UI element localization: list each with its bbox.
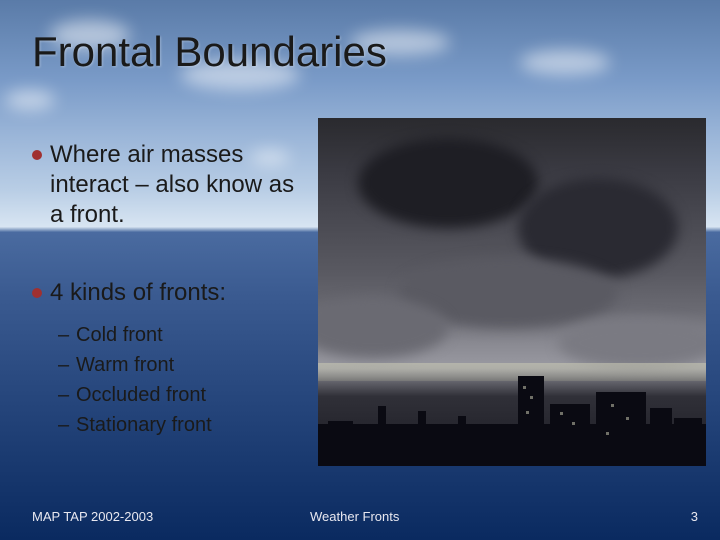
bullet-item: Where air masses interact – also know as…	[32, 140, 312, 230]
footer-left-text: MAP TAP 2002-2003	[32, 509, 153, 524]
sub-bullet-item: –Cold front	[58, 320, 312, 350]
slide-background: Frontal Boundaries Where air masses inte…	[0, 0, 720, 540]
pole	[378, 406, 386, 466]
pole	[458, 416, 466, 466]
bg-cloud	[5, 90, 55, 110]
building	[650, 408, 672, 466]
bullet-text: 4 kinds of fronts:	[50, 278, 226, 308]
bullet-dot-icon	[32, 288, 42, 298]
dash-icon: –	[58, 380, 76, 410]
building	[596, 392, 646, 466]
building	[518, 376, 544, 466]
content-area: Where air masses interact – also know as…	[32, 140, 312, 440]
sub-bullet-text: Occluded front	[76, 384, 206, 406]
building	[550, 404, 590, 466]
horizon-band	[318, 363, 706, 381]
storm-cloud	[558, 318, 706, 368]
bullet-item: 4 kinds of fronts:	[32, 278, 312, 308]
bullet-text: Where air masses interact – also know as…	[50, 140, 312, 230]
page-number: 3	[691, 509, 698, 524]
sub-bullet-item: –Stationary front	[58, 410, 312, 440]
sub-bullet-text: Stationary front	[76, 414, 212, 436]
building	[328, 421, 353, 466]
slide-title: Frontal Boundaries	[32, 28, 387, 76]
sub-bullet-text: Warm front	[76, 354, 174, 376]
building	[674, 418, 702, 466]
dash-icon: –	[58, 320, 76, 350]
dash-icon: –	[58, 350, 76, 380]
footer-center-text: Weather Fronts	[310, 509, 399, 524]
storm-cloud	[318, 298, 448, 358]
storm-cloud	[358, 138, 538, 228]
sub-bullet-item: –Occluded front	[58, 380, 312, 410]
storm-image	[318, 118, 706, 466]
bullet-dot-icon	[32, 150, 42, 160]
dash-icon: –	[58, 410, 76, 440]
city-ground	[318, 424, 706, 466]
bg-cloud	[520, 50, 610, 75]
sub-bullet-text: Cold front	[76, 324, 163, 346]
sub-bullet-item: –Warm front	[58, 350, 312, 380]
sub-bullet-list: –Cold front –Warm front –Occluded front …	[58, 320, 312, 440]
pole	[418, 411, 426, 466]
